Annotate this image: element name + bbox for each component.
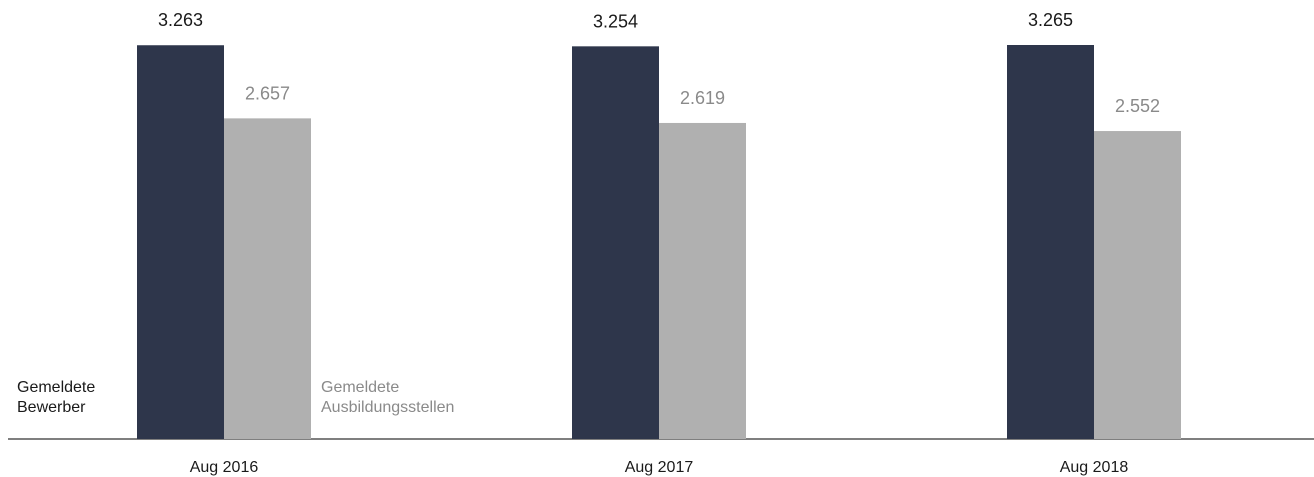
bar-ausbildungsstellen-2 xyxy=(1094,131,1181,439)
value-label-ausbildungsstellen-0: 2.657 xyxy=(245,83,290,103)
bar-ausbildungsstellen-0 xyxy=(224,118,311,439)
category-labels-group: Aug 2016 Aug 2017 Aug 2018 xyxy=(190,459,1129,476)
series-label-bewerber: Gemeldete Bewerber xyxy=(17,379,100,416)
series-label-ausbildungsstellen-line-1: Gemeldete xyxy=(321,379,399,396)
value-label-bewerber-0: 3.263 xyxy=(158,10,203,30)
bar-bewerber-1 xyxy=(572,46,659,439)
bars-group xyxy=(137,45,1181,440)
bar-bewerber-0 xyxy=(137,45,224,440)
category-label-0: Aug 2016 xyxy=(190,459,259,476)
value-labels-group: 3.263 2.657 3.254 2.619 3.265 2.552 xyxy=(158,10,1160,116)
series-label-ausbildungsstellen-line-2: Ausbildungsstellen xyxy=(321,399,454,416)
series-label-bewerber-line-2: Bewerber xyxy=(17,399,86,416)
value-label-ausbildungsstellen-1: 2.619 xyxy=(680,88,725,108)
series-label-bewerber-line-1: Gemeldete xyxy=(17,379,95,396)
bar-bewerber-2 xyxy=(1007,45,1094,439)
value-label-ausbildungsstellen-2: 2.552 xyxy=(1115,96,1160,116)
value-label-bewerber-2: 3.265 xyxy=(1028,10,1073,30)
category-label-2: Aug 2018 xyxy=(1060,459,1129,476)
bar-ausbildungsstellen-1 xyxy=(659,122,746,439)
category-label-1: Aug 2017 xyxy=(625,459,694,476)
series-label-ausbildungsstellen: Gemeldete Ausbildungsstellen xyxy=(321,379,454,416)
value-label-bewerber-1: 3.254 xyxy=(593,11,638,31)
